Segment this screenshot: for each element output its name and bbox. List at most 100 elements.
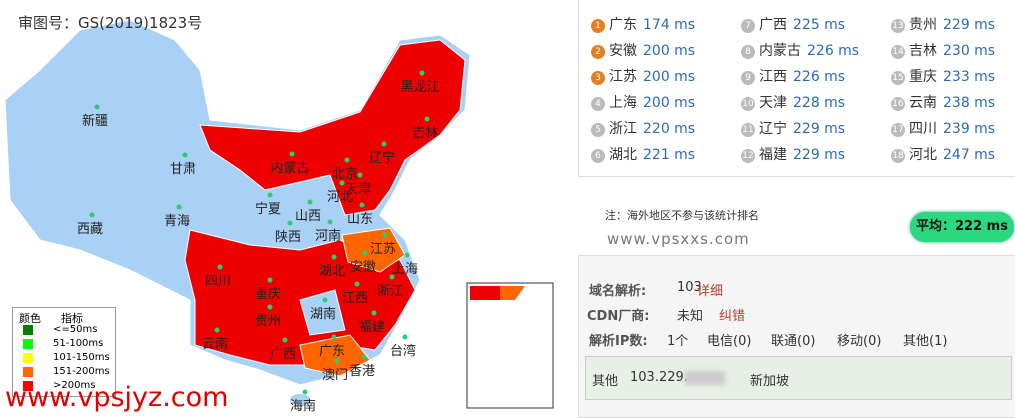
watermark: www.vpsjyz.com [5, 382, 229, 413]
ip-row: 其他 103.229. 新加坡 [585, 356, 1012, 400]
rank-name: 江苏 [609, 69, 637, 85]
rank-value: 200 ms [643, 69, 696, 85]
rank-name: 江西 [759, 69, 787, 85]
province-label: 天津 [345, 182, 371, 197]
rank-badge: 12 [741, 149, 755, 163]
province-label: 陕西 [275, 230, 301, 245]
province-dot [354, 281, 360, 287]
telecom: 电信(0) [707, 334, 752, 349]
rank-value: 229 ms [793, 121, 846, 137]
legend-label: 151-200ms [53, 366, 110, 377]
legend-swatch [23, 367, 33, 377]
rank-item: 13 贵州 229 ms [891, 14, 995, 34]
province-dot [94, 104, 100, 110]
rank-name: 重庆 [909, 69, 937, 85]
legend-label: 101-150ms [53, 352, 110, 363]
rank-name: 四川 [909, 121, 937, 137]
rank-value: 220 ms [643, 121, 696, 137]
legend-label: >200ms [53, 380, 96, 391]
island [290, 394, 310, 406]
province-dot [302, 389, 308, 395]
location: 新加坡 [750, 374, 790, 389]
mobile: 移动(0) [837, 334, 882, 349]
map-title: 审图号：GS(2019)1823号 [18, 14, 203, 32]
province-label: 安徽 [350, 260, 376, 275]
province-dot [419, 70, 425, 76]
ip-count: 1个 [667, 334, 689, 349]
unicom: 联通(0) [771, 334, 816, 349]
rank-badge: 6 [591, 149, 605, 163]
province-dot [267, 277, 273, 283]
rank-name: 福建 [759, 147, 787, 163]
cdn-link[interactable]: 纠错 [719, 309, 746, 324]
rank-name: 天津 [759, 95, 787, 111]
rank-badge: 10 [741, 97, 755, 111]
rank-badge: 8 [741, 45, 755, 59]
province-label: 江苏 [370, 241, 396, 257]
province-label: 北京 [332, 167, 358, 182]
rank-value: 238 ms [943, 95, 996, 111]
rank-item: 4 上海 200 ms [591, 92, 695, 112]
inset-region [500, 286, 525, 300]
legend-title: 指标 [61, 312, 83, 325]
site: www.vpsxxs.com [607, 230, 750, 248]
legend-swatch [23, 381, 33, 391]
rank-value: 247 ms [943, 147, 996, 163]
rank-item: 8 内蒙古 226 ms [741, 40, 859, 60]
province-dot [371, 310, 377, 316]
province-label: 江西 [342, 291, 368, 306]
province-dot [282, 337, 288, 343]
province-label: 辽宁 [369, 150, 395, 166]
cdn-label: CDN厂商: [587, 309, 650, 324]
note: 注：海外地区不参与该统计排名 [605, 209, 759, 222]
rank-name: 云南 [909, 95, 937, 111]
province-label: 广西 [270, 347, 296, 362]
rank-item: 16 云南 238 ms [891, 92, 995, 112]
region-red [199, 39, 466, 216]
province-dot [331, 254, 337, 260]
rank-badge: 1 [591, 19, 605, 33]
province-label: 山西 [295, 209, 321, 224]
province-label: 台湾 [390, 343, 416, 359]
average: 平均：222 ms [910, 212, 1014, 242]
rank-name: 贵州 [909, 17, 937, 33]
dns-link[interactable]: 详细 [697, 284, 724, 299]
province-dot [267, 304, 273, 310]
dns-value: 103 [677, 280, 702, 295]
rank-item: 6 湖北 221 ms [591, 144, 695, 164]
province-dot [176, 204, 182, 210]
province-label: 福建 [359, 320, 385, 335]
rank-item: 3 江苏 200 ms [591, 66, 695, 86]
province-dot [362, 250, 368, 256]
rank-item: 18 河北 247 ms [891, 144, 995, 164]
rank-badge: 16 [891, 97, 905, 111]
rank-value: 239 ms [943, 121, 996, 137]
rank-badge: 3 [591, 71, 605, 85]
province-label: 甘肃 [170, 162, 196, 177]
rank-name: 上海 [609, 95, 637, 111]
province-label: 上海 [392, 262, 418, 277]
rank-value: 200 ms [643, 95, 696, 111]
rank-value: 200 ms [643, 43, 696, 59]
province-label: 河北 [327, 190, 353, 205]
rank-name: 内蒙古 [759, 43, 801, 59]
province-label: 云南 [202, 336, 228, 352]
rank-badge: 18 [891, 149, 905, 163]
province-dot [331, 334, 337, 340]
rank-badge: 4 [591, 97, 605, 111]
info-panel: 域名解析: 103 详细 CDN厂商: 未知 纠错 解析IP数: 1个 电信(0… [578, 255, 1015, 418]
province-dot [322, 297, 328, 303]
rank-name: 广西 [759, 17, 787, 33]
province-label: 黑龙江 [400, 80, 439, 95]
province-label: 内蒙古 [270, 160, 309, 176]
rank-badge: 13 [891, 19, 905, 33]
legend-swatch [23, 325, 33, 335]
rank-badge: 7 [741, 19, 755, 33]
province-dot [361, 354, 367, 360]
province-dot [182, 152, 188, 158]
rank-value: 230 ms [943, 43, 996, 59]
province-dot [339, 180, 345, 186]
rank-badge: 17 [891, 123, 905, 137]
